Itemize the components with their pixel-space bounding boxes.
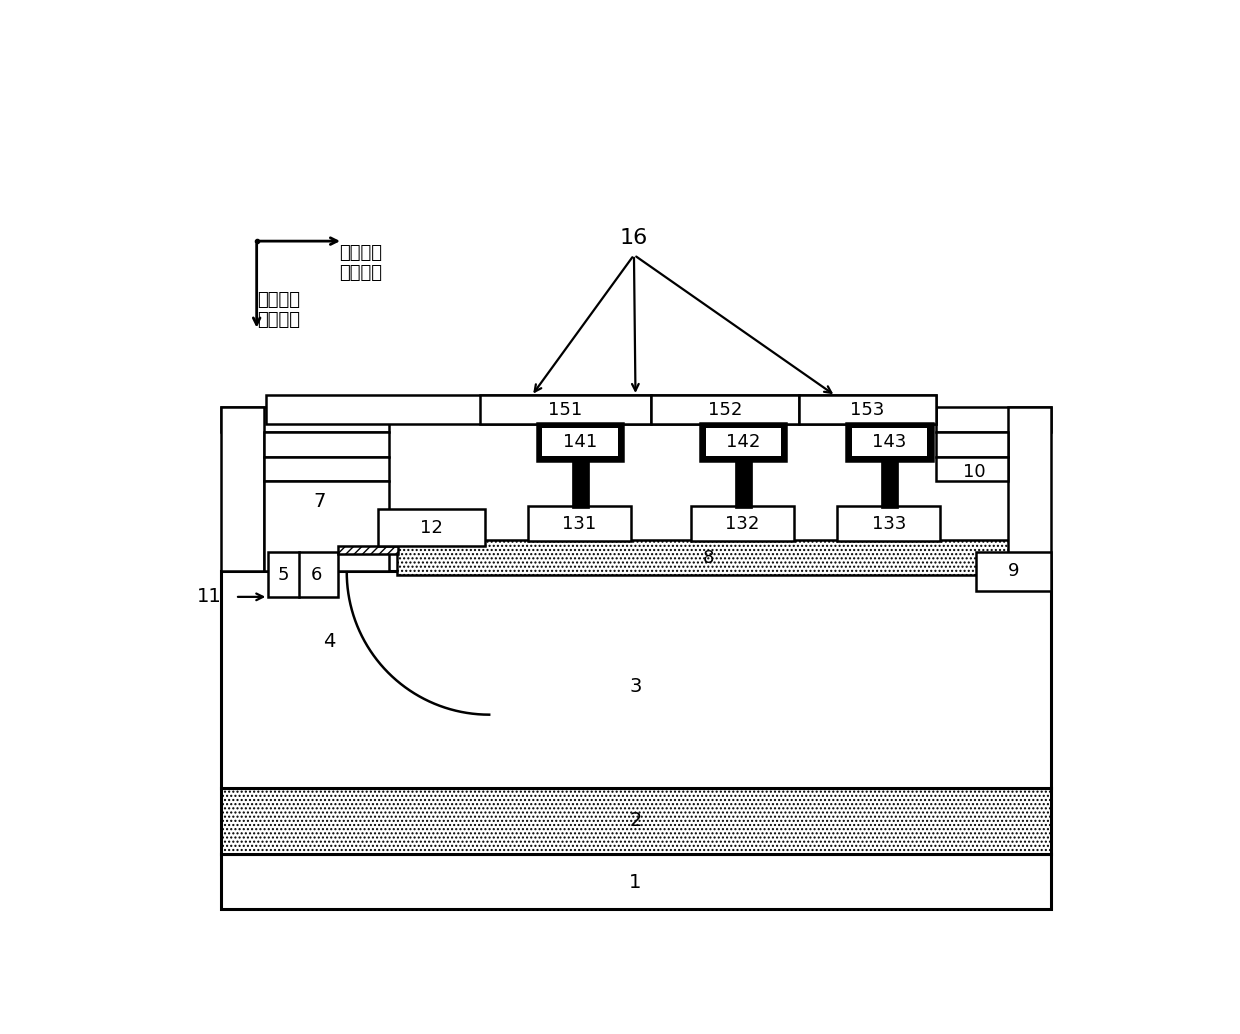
- Text: 2: 2: [630, 812, 641, 830]
- Text: 142: 142: [727, 433, 760, 451]
- Bar: [936, 432, 1008, 457]
- Bar: [847, 423, 932, 461]
- Bar: [264, 457, 389, 482]
- Text: 131: 131: [562, 515, 596, 533]
- Bar: [265, 395, 936, 424]
- Bar: [976, 552, 1052, 590]
- Text: 143: 143: [873, 433, 906, 451]
- Text: 5: 5: [278, 566, 289, 583]
- Bar: [537, 423, 624, 461]
- Text: 133: 133: [872, 515, 906, 533]
- Bar: [397, 540, 1035, 575]
- Bar: [221, 571, 1052, 788]
- Bar: [735, 460, 751, 508]
- Text: 8: 8: [703, 549, 714, 567]
- Text: 10: 10: [963, 463, 986, 481]
- Text: 141: 141: [563, 433, 598, 451]
- Text: 3: 3: [630, 676, 641, 696]
- Bar: [691, 506, 794, 542]
- Bar: [221, 788, 1052, 854]
- Bar: [480, 395, 651, 424]
- Text: 132: 132: [725, 515, 760, 533]
- Bar: [882, 460, 898, 508]
- Text: 153: 153: [851, 401, 884, 419]
- Bar: [837, 506, 940, 542]
- Text: 1: 1: [630, 873, 641, 892]
- Text: 厚度方向: 厚度方向: [257, 291, 300, 308]
- Bar: [936, 457, 1008, 482]
- Text: 9: 9: [1008, 562, 1019, 580]
- Bar: [706, 428, 781, 456]
- Text: （纵向）: （纵向）: [257, 310, 300, 329]
- Bar: [377, 509, 485, 546]
- Text: （横向）: （横向）: [339, 264, 382, 281]
- Bar: [264, 482, 389, 571]
- Bar: [701, 423, 786, 461]
- Bar: [572, 460, 589, 508]
- Bar: [268, 552, 337, 597]
- Text: 4: 4: [322, 632, 335, 651]
- Text: 16: 16: [620, 229, 649, 248]
- Bar: [799, 395, 936, 424]
- Text: 12: 12: [420, 519, 443, 537]
- Text: 7: 7: [314, 492, 326, 511]
- Bar: [936, 407, 1052, 432]
- Bar: [852, 428, 928, 456]
- Text: 151: 151: [548, 401, 583, 419]
- Bar: [264, 432, 389, 457]
- Bar: [221, 854, 1052, 910]
- Text: 6: 6: [310, 566, 321, 583]
- Bar: [651, 395, 799, 424]
- Bar: [1008, 407, 1052, 572]
- Bar: [528, 506, 631, 542]
- Text: 长度方向: 长度方向: [339, 244, 382, 262]
- Bar: [337, 546, 398, 554]
- Bar: [221, 407, 389, 432]
- Bar: [221, 407, 264, 571]
- Bar: [542, 428, 618, 456]
- Text: 152: 152: [708, 401, 742, 419]
- Text: 11: 11: [196, 587, 221, 606]
